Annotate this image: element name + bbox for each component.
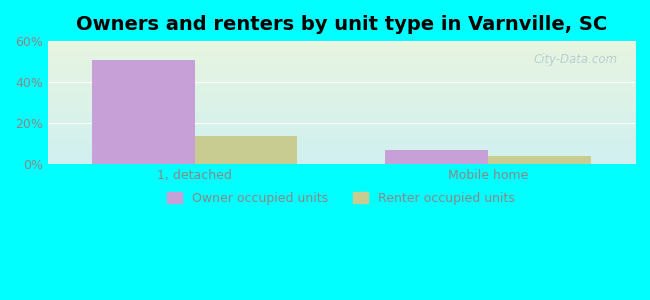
Bar (385, 150, 488, 164)
Legend: Owner occupied units, Renter occupied units: Owner occupied units, Renter occupied un… (162, 187, 521, 210)
Text: City-Data.com: City-Data.com (533, 53, 618, 66)
Bar (92, 60, 194, 164)
Title: Owners and renters by unit type in Varnville, SC: Owners and renters by unit type in Varnv… (76, 15, 607, 34)
Bar (194, 136, 297, 164)
Bar (488, 156, 591, 164)
